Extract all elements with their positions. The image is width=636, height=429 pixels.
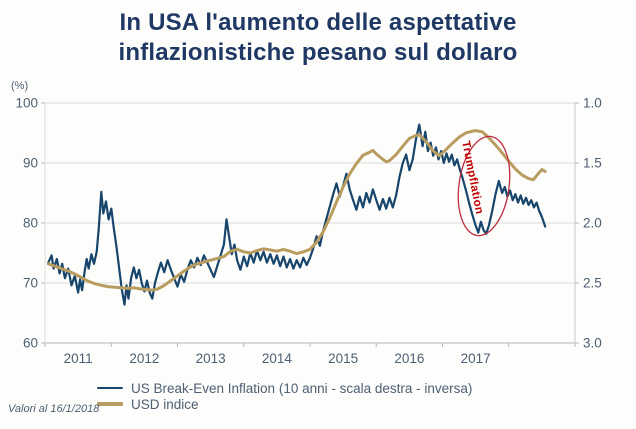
legend-item-breakeven: US Break-Even Inflation (10 anni - scala…	[97, 380, 472, 396]
x-axis-tick-label: 2014	[262, 351, 293, 366]
page-title-line2: inflazionistiche pesano sul dollaro	[118, 39, 518, 66]
right-axis-tick-label: 1.0	[583, 96, 602, 111]
right-axis-tick-label: 2.0	[583, 216, 602, 231]
legend-label-breakeven: US Break-Even Inflation (10 anni - scala…	[131, 380, 473, 396]
x-axis-tick-label: 2013	[196, 351, 226, 366]
axes	[41, 102, 579, 347]
x-axis-tick-label: 2015	[328, 351, 358, 366]
left-axis-tick-label: 100	[15, 96, 38, 111]
left-axis-tick-label: 90	[23, 156, 38, 171]
right-axis-tick-label: 3.0	[583, 336, 602, 351]
x-axis-tick-label: 2012	[129, 351, 159, 366]
trumpflation-highlight-ellipse	[457, 135, 511, 237]
axis-tick-labels: 100 90 80 70 60 1.0 1.5 2.0 2.5 3.0 2011 2012 2013 20…	[15, 96, 601, 367]
chart-legend: US Break-Even Inflation (10 anni - scala…	[97, 380, 472, 412]
legend-item-usd: USD indice	[97, 396, 472, 412]
right-axis-tick-label: 1.5	[583, 156, 602, 171]
page-title: In USA l'aumento delle aspettative infla…	[0, 8, 636, 68]
x-axis-tick-label: 2017	[461, 351, 491, 366]
legend-label-usd: USD indice	[131, 396, 199, 412]
breakeven-line-swatch	[97, 386, 123, 390]
right-axis-tick-label: 2.5	[583, 276, 602, 291]
data-as-of-note: Valori al 16/1/2018	[8, 403, 100, 415]
left-axis-tick-label: 70	[23, 276, 38, 291]
usd-index-line	[46, 129, 547, 292]
left-axis-tick-label: 80	[23, 216, 38, 231]
data-series	[46, 123, 547, 306]
left-axis-unit-label: (%)	[11, 80, 29, 92]
x-axis-tick-label: 2011	[64, 351, 93, 366]
x-axis-tick-label: 2016	[394, 351, 424, 366]
gridlines	[45, 102, 575, 344]
left-axis-tick-label: 60	[23, 336, 38, 351]
usd-line-swatch	[97, 402, 123, 406]
page-title-line1: In USA l'aumento delle aspettative	[119, 9, 517, 36]
